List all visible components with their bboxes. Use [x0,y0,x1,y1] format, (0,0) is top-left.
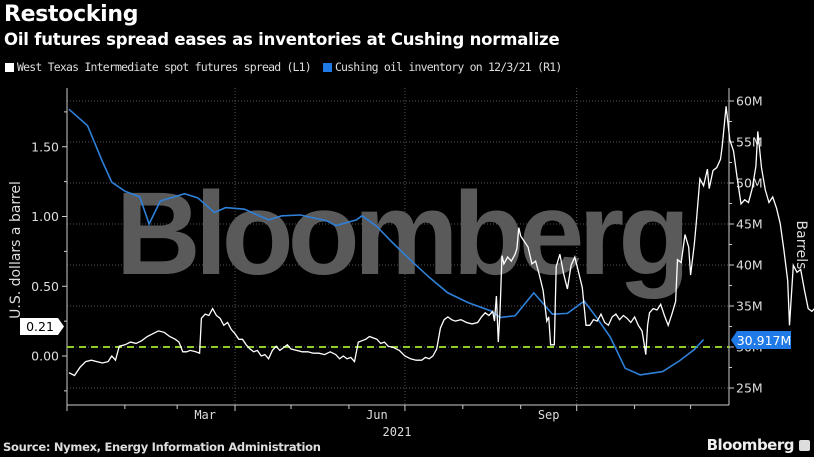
left-tick-label: 0.50 [31,279,59,294]
right-tick-label: 55M [736,135,763,150]
axes: 25M30M35M40M45M50M55M60M0.000.501.001.50… [31,88,763,422]
chart-subtitle: Oil futures spread eases as inventories … [4,30,560,49]
right-tick-label: 60M [736,94,763,109]
left-value-badge: 0.21 [20,318,64,335]
legend-item-inventory: Cushing oil inventory on 12/3/21 (R1) [322,60,562,74]
legend-swatch-spread [5,62,14,72]
spread-line [68,106,814,377]
right-tick-label: 45M [736,217,763,232]
right-tick-label: 50M [736,176,763,191]
bloomberg-watermark: Bloomberg [116,168,685,300]
month-tick-label: Mar [194,408,216,422]
legend-swatch-inventory [322,62,332,72]
year-label: 2021 [383,425,412,439]
month-tick-label: Sep [538,408,560,422]
right-tick-label: 40M [736,258,763,273]
right-value-badge-text: 30.917M [737,333,792,348]
legend-label-inventory: Cushing oil inventory on 12/3/21 (R1) [334,60,562,74]
left-tick-label: 1.50 [31,139,59,154]
left-tick-label: 0.00 [31,349,59,364]
legend-item-spread: West Texas Intermediate spot futures spr… [5,60,312,74]
chart-title: Restocking [4,2,139,27]
source-note: Source: Nymex, Energy Information Admini… [3,440,321,454]
inventory-line [68,108,705,376]
right-axis-label: Barrels [793,221,809,270]
legend: West Texas Intermediate spot futures spr… [5,60,562,74]
left-tick-label: 1.00 [31,209,59,224]
bloomberg-chart-icon [799,440,810,451]
brand-logo: Bloomberg [706,436,795,454]
left-value-badge-text: 0.21 [26,319,54,334]
left-axis-label: U.S. dollars a barrel [8,181,24,319]
right-tick-label: 25M [736,381,763,396]
right-tick-label: 35M [736,299,763,314]
right-value-badge: 30.917M [731,331,791,349]
legend-label-spread: West Texas Intermediate spot futures spr… [17,60,312,74]
month-tick-label: Jun [366,408,388,422]
